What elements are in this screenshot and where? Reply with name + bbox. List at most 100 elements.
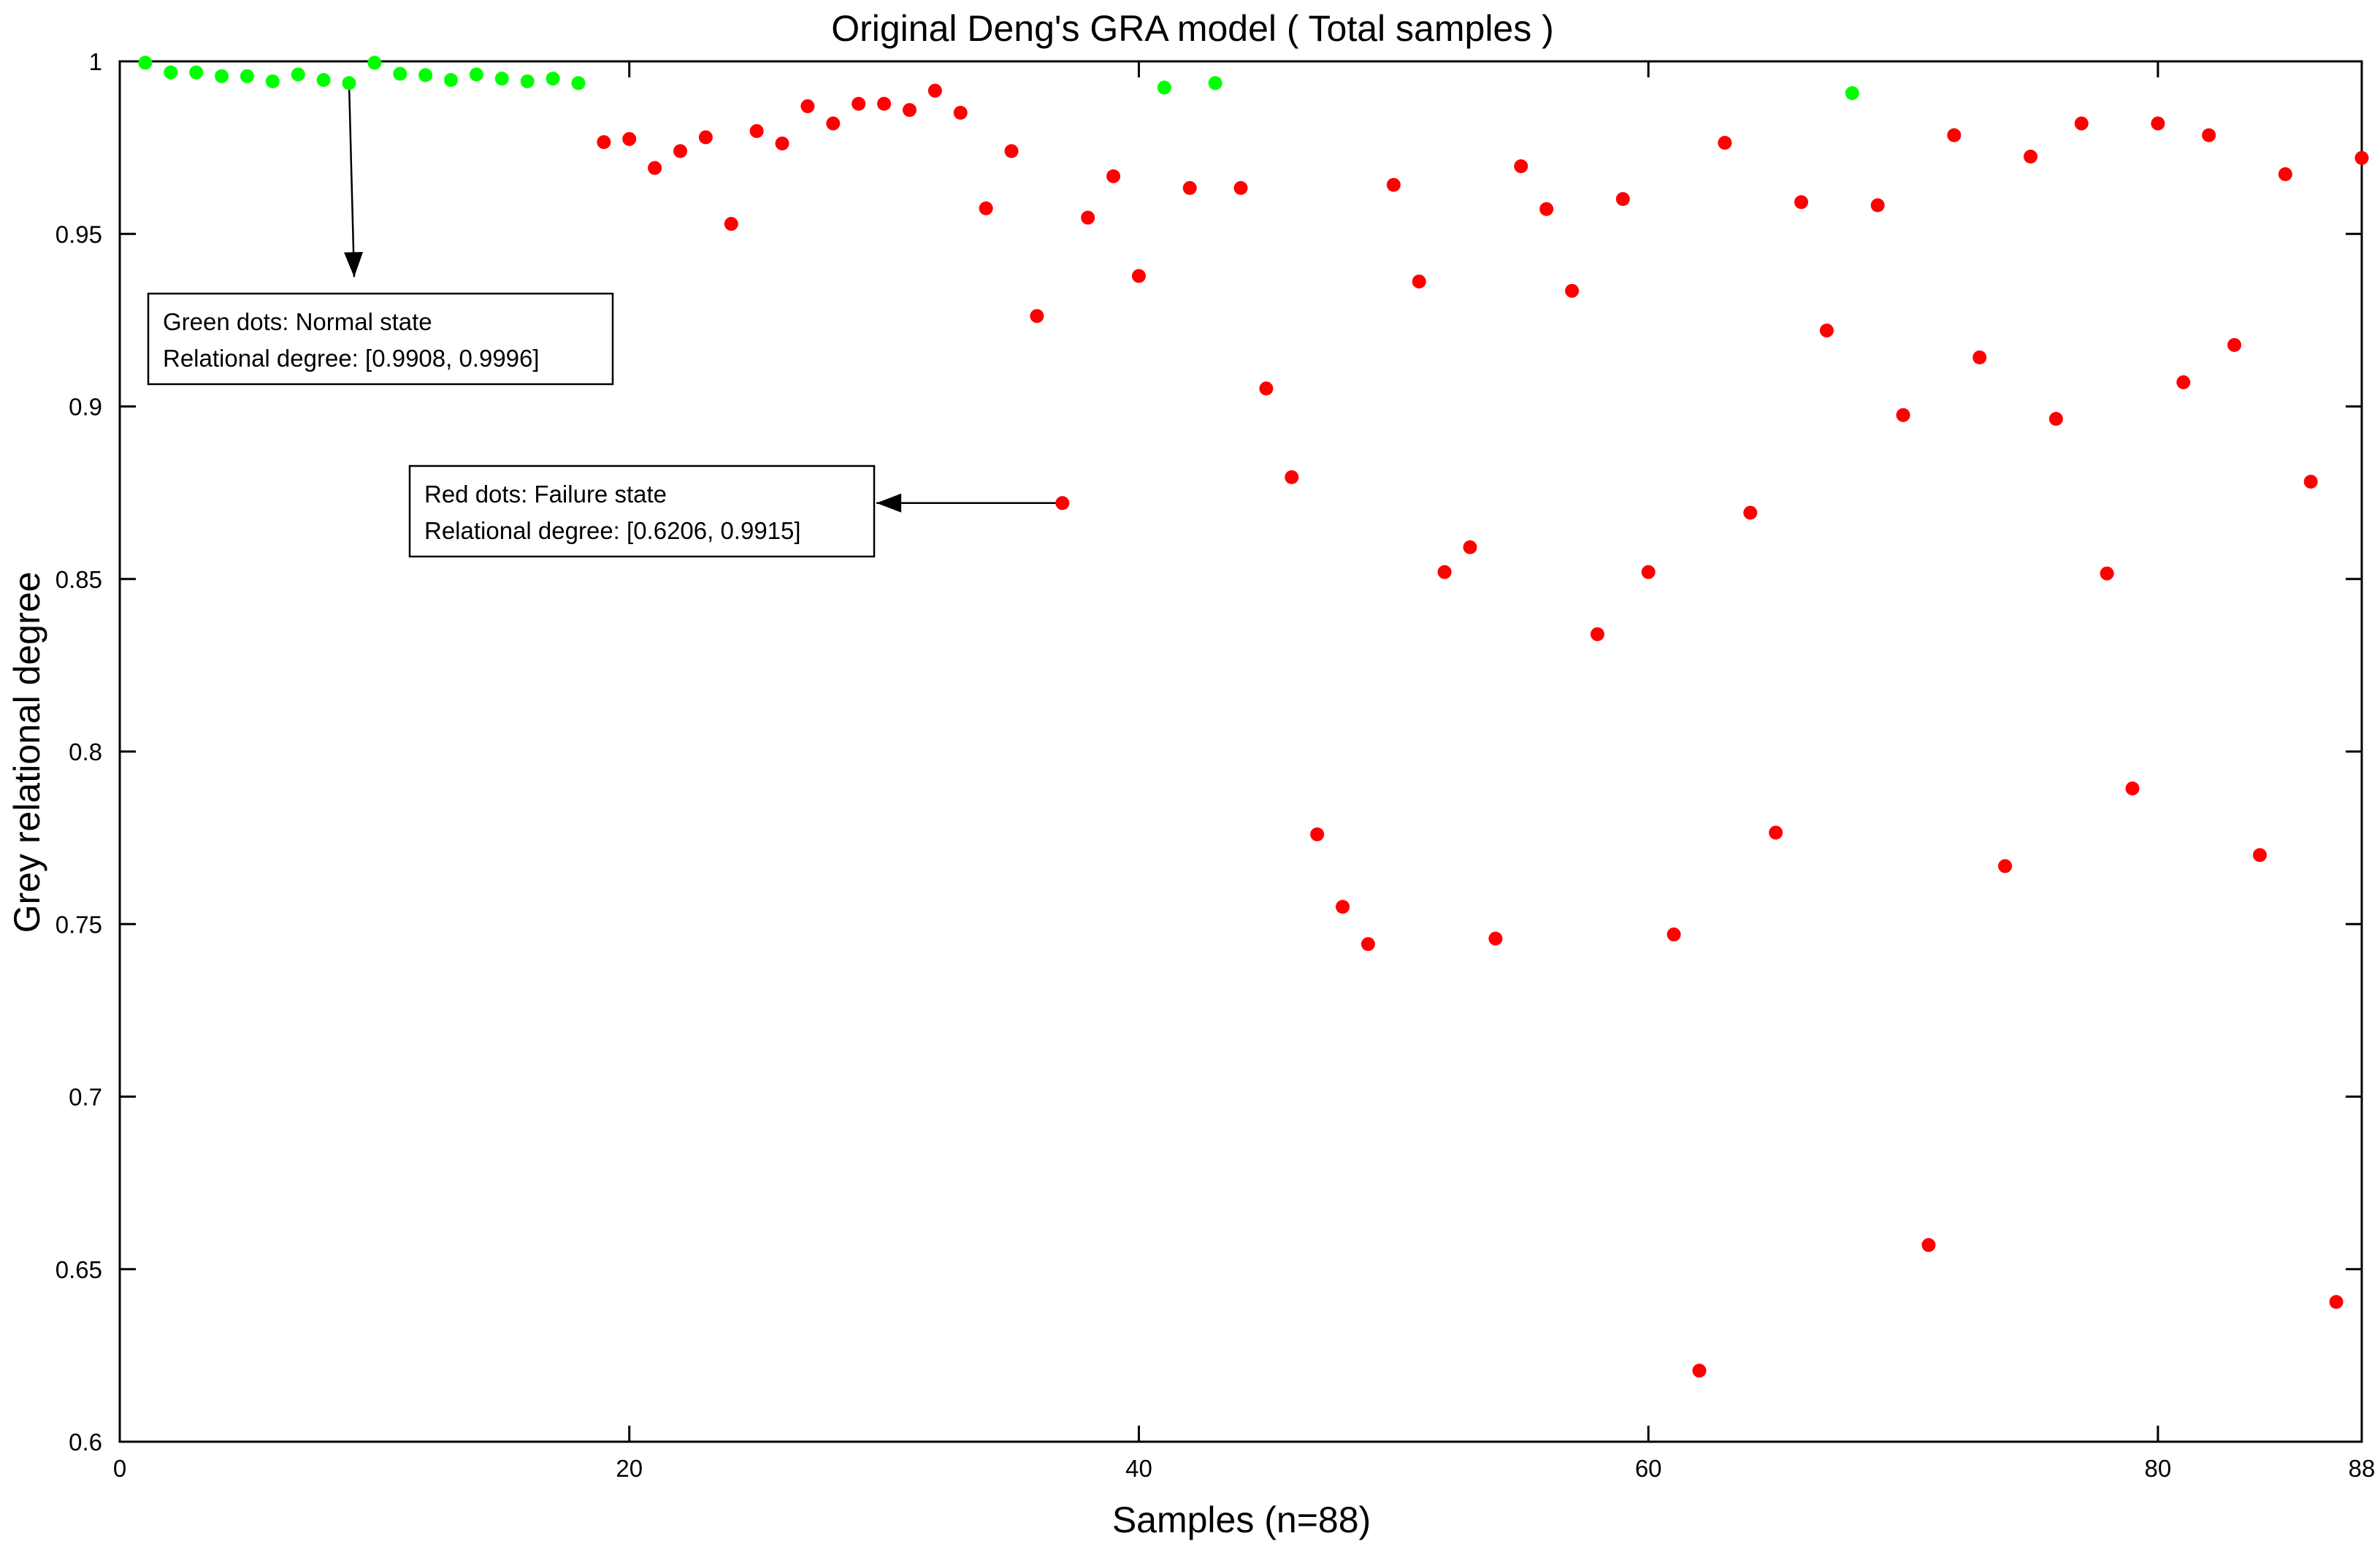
red-data-point <box>800 99 815 113</box>
red-data-point <box>1310 827 1325 841</box>
annotation-text: Red dots: Failure state <box>424 481 667 508</box>
green-data-point <box>240 69 254 83</box>
red-data-point <box>2023 149 2037 164</box>
y-axis: 0.6 0.65 0.7 0.75 0.8 0.85 0.9 0.95 1 <box>56 48 2362 1456</box>
y-tick-label: 0.95 <box>56 221 102 248</box>
red-data-point <box>1488 931 1503 946</box>
red-data-point <box>1259 381 1274 396</box>
y-axis-label: Grey relational degree <box>7 572 47 933</box>
red-data-point <box>1106 169 1121 183</box>
red-data-point <box>2202 128 2216 142</box>
red-data-point <box>2354 150 2369 165</box>
green-data-point <box>316 73 331 88</box>
green-data-point <box>546 72 560 86</box>
red-data-point <box>1794 195 1808 210</box>
red-data-point <box>2252 848 2267 863</box>
green-data-point <box>1157 80 1171 95</box>
green-data-point <box>444 73 459 88</box>
annotation-box <box>147 292 614 386</box>
red-data-point <box>1718 136 1732 150</box>
chart-title: Original Deng's GRA model ( Total sample… <box>831 8 1554 49</box>
red-data-point <box>1998 859 2013 874</box>
red-data-point <box>1870 198 1885 213</box>
red-data-point <box>2125 781 2140 796</box>
red-data-point <box>1921 1238 1936 1253</box>
green-data-point <box>494 72 509 86</box>
x-tick-label: 20 <box>616 1455 643 1482</box>
red-data-point <box>1055 496 1070 511</box>
red-data-point <box>2227 337 2242 352</box>
plot-area-frame <box>118 60 2363 1443</box>
y-tick-label: 0.85 <box>56 566 102 593</box>
red-data-point <box>1667 927 1681 941</box>
annotation-box <box>408 465 876 558</box>
annotation-text: Relational degree: [0.9908, 0.9996] <box>163 345 540 372</box>
red-data-point <box>775 136 789 150</box>
y-tick-label: 0.7 <box>69 1084 102 1111</box>
green-data-point <box>291 67 305 82</box>
red-data-point <box>852 96 866 111</box>
red-data-point <box>1819 324 1834 338</box>
green-data-point <box>1208 76 1222 91</box>
y-tick-label: 0.6 <box>69 1429 102 1456</box>
green-data-point <box>164 65 178 80</box>
red-data-point <box>597 135 611 150</box>
annotation-arrow-line <box>348 83 356 278</box>
green-data-point <box>520 74 535 88</box>
red-data-point <box>927 83 942 98</box>
y-tick-label: 0.8 <box>69 738 102 765</box>
red-data-point <box>1565 283 1580 298</box>
red-data-point <box>826 116 841 131</box>
data-points <box>138 56 2369 1378</box>
red-data-point <box>673 144 687 158</box>
red-data-point <box>648 161 662 175</box>
red-data-point <box>1361 937 1375 952</box>
red-data-point <box>1641 565 1656 579</box>
red-data-point <box>724 217 738 232</box>
red-data-point <box>2176 375 2191 389</box>
red-data-point <box>1336 900 1350 914</box>
red-data-point <box>2303 475 2318 489</box>
red-data-point <box>1030 309 1044 324</box>
green-data-point <box>189 65 204 80</box>
red-data-point <box>1412 274 1426 288</box>
red-data-point <box>2048 412 2063 427</box>
red-data-point <box>1004 144 1019 158</box>
red-data-point <box>1973 350 1987 364</box>
red-data-point <box>1769 825 1783 840</box>
green-data-point <box>469 67 483 82</box>
x-tick-label: 40 <box>1125 1455 1152 1482</box>
annotation-arrowhead <box>344 251 364 278</box>
red-data-point <box>1615 192 1630 207</box>
y-tick-label: 0.9 <box>69 394 102 421</box>
green-data-point <box>418 68 433 83</box>
annotations: Green dots: Normal state Relational degre… <box>147 83 1063 558</box>
green-data-point <box>342 76 356 91</box>
red-data-point <box>1539 202 1554 216</box>
red-data-point <box>698 130 713 145</box>
red-data-point <box>1437 565 1452 579</box>
red-data-point <box>2278 167 2292 182</box>
red-data-point <box>902 103 917 118</box>
red-data-point <box>1463 540 1477 554</box>
red-data-point <box>2151 116 2165 131</box>
red-data-point <box>1233 180 1248 195</box>
green-data-point <box>571 76 586 91</box>
x-axis-label: Samples (n=88) <box>1112 1499 1371 1540</box>
annotation-text: Green dots: Normal state <box>163 308 432 335</box>
red-data-point <box>1131 269 1146 283</box>
annotation-arrowhead <box>876 493 902 513</box>
red-data-point <box>979 201 993 215</box>
green-data-point <box>367 56 382 70</box>
red-data-point <box>1514 159 1528 174</box>
y-tick-label: 0.75 <box>56 911 102 938</box>
red-data-point <box>2074 116 2089 131</box>
x-tick-label: 60 <box>1635 1455 1662 1482</box>
green-data-point <box>1845 85 1859 100</box>
red-data-point <box>1081 210 1095 225</box>
x-axis: 0 20 40 60 80 88 <box>113 61 2375 1482</box>
red-data-point <box>2100 566 2114 581</box>
green-data-point <box>265 74 280 88</box>
red-data-point <box>1285 470 1299 484</box>
